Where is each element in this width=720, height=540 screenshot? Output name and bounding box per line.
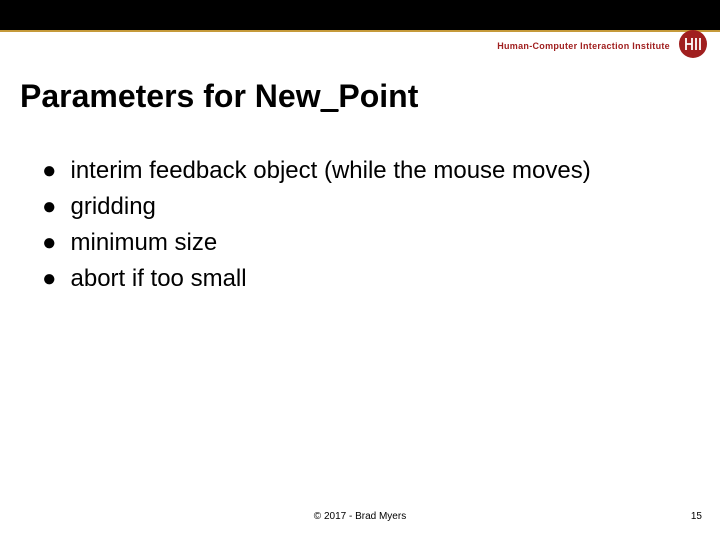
list-item: ● interim feedback object (while the mou… [42, 155, 622, 187]
title-prefix: Parameters for New [20, 78, 321, 114]
page-number: 15 [691, 511, 702, 522]
bullet-text: minimum size [71, 227, 218, 259]
bullet-text: interim feedback object (while the mouse… [71, 155, 591, 187]
list-item: ● gridding [42, 191, 622, 223]
bullet-list: ● interim feedback object (while the mou… [42, 155, 622, 299]
institute-header: Human-Computer Interaction Institute [497, 32, 720, 60]
title-suffix: Point [338, 78, 418, 114]
bullet-text: gridding [71, 191, 156, 223]
bullet-icon: ● [42, 263, 57, 295]
footer-copyright: © 2017 - Brad Myers [0, 511, 720, 522]
hcii-logo-icon [678, 29, 708, 64]
institute-label: Human-Computer Interaction Institute [497, 41, 670, 51]
list-item: ● abort if too small [42, 263, 622, 295]
bullet-icon: ● [42, 155, 57, 187]
slide-title: Parameters for New_Point [20, 78, 418, 115]
bullet-icon: ● [42, 227, 57, 259]
list-item: ● minimum size [42, 227, 622, 259]
top-bar [0, 0, 720, 30]
bullet-text: abort if too small [71, 263, 247, 295]
bullet-icon: ● [42, 191, 57, 223]
